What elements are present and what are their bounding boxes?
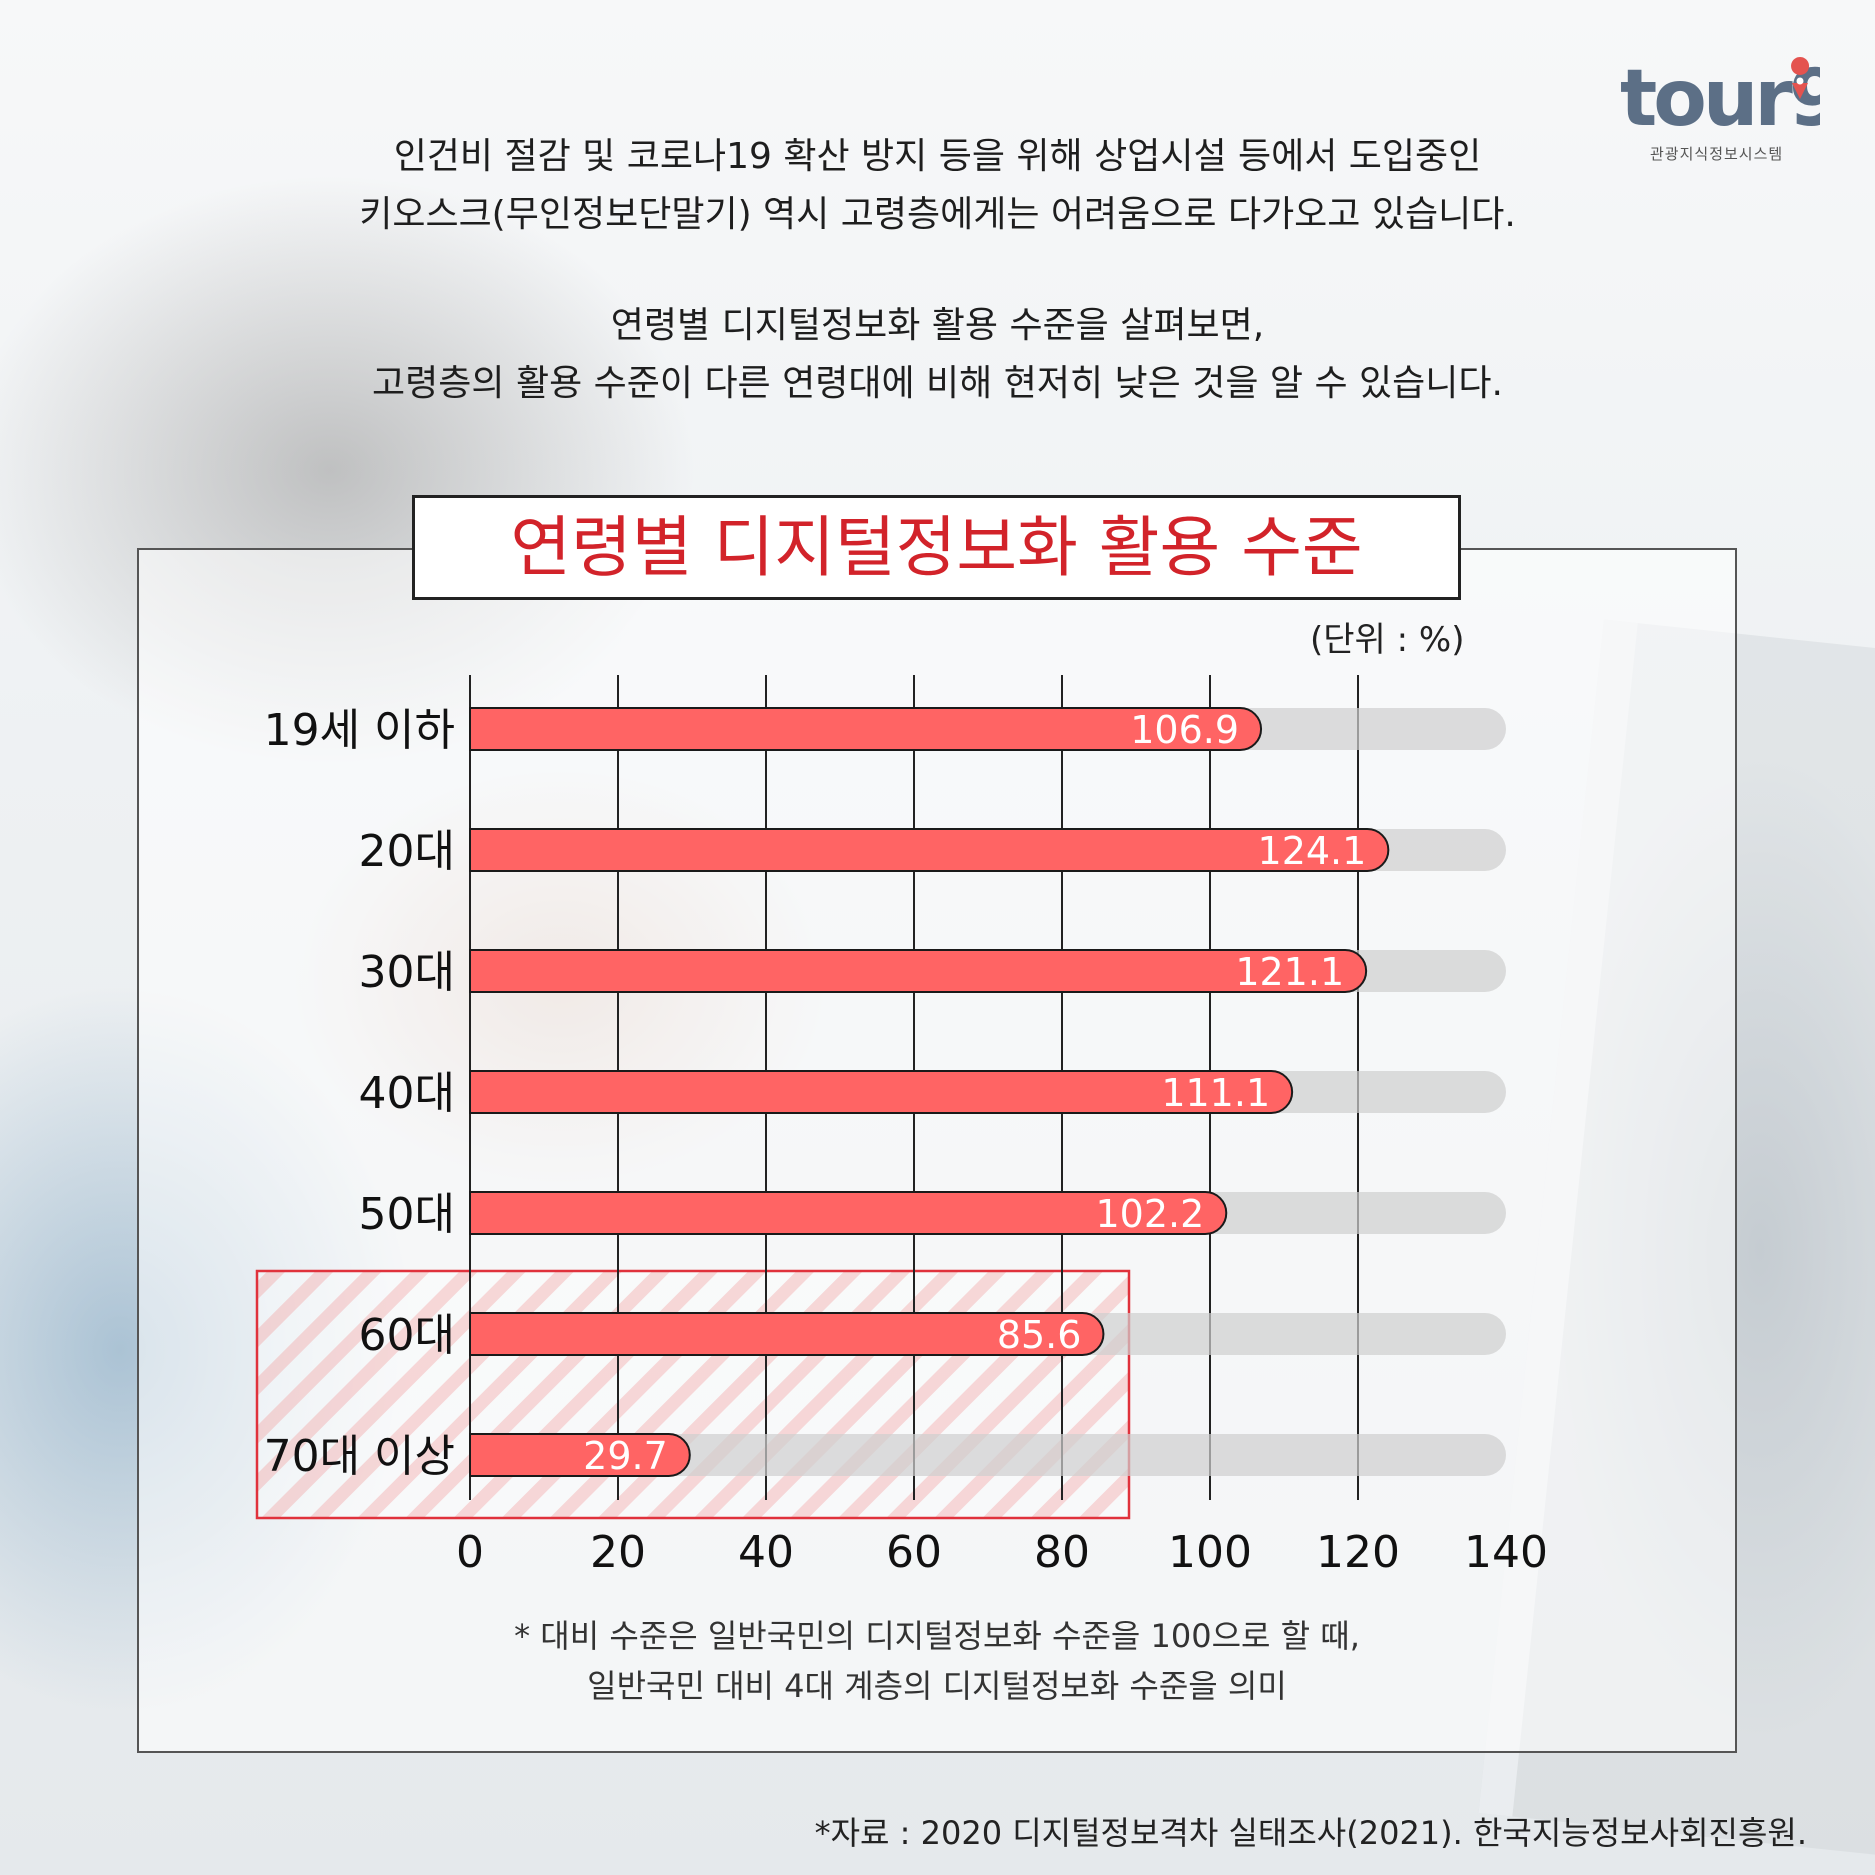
- x-tick-label: 20: [590, 1527, 646, 1578]
- category-label: 70대 이상: [264, 1431, 455, 1482]
- intro-paragraph-1: 인건비 절감 및 코로나19 확산 방지 등을 위해 상업시설 등에서 도입중인…: [180, 128, 1695, 243]
- logo-text: tour9: [1620, 55, 1820, 144]
- logo-subtitle: 관광지식정보시스템: [1650, 145, 1784, 163]
- chart-footnote: * 대비 수준은 일반국민의 디지털정보화 수준을 100으로 할 때, 일반국…: [137, 1612, 1737, 1711]
- intro-line: 인건비 절감 및 코로나19 확산 방지 등을 위해 상업시설 등에서 도입중인: [393, 136, 1482, 177]
- tour9-logo: tour9: [1620, 55, 1820, 144]
- category-label: 19세 이하: [264, 705, 455, 756]
- intro-line: 고령층의 활용 수준이 다른 연령대에 비해 현저히 낮은 것을 알 수 있습니…: [372, 362, 1503, 404]
- bar-track: [470, 1434, 1506, 1476]
- note-line: 일반국민 대비 4대 계층의 디지털정보화 수준을 의미: [587, 1666, 1287, 1705]
- bar-value-label: 124.1: [1258, 829, 1367, 873]
- chart-title: 연령별 디지털정보화 활용 수준: [412, 495, 1461, 600]
- x-tick-label: 60: [886, 1527, 942, 1578]
- unit-label: (단위 : %): [1310, 620, 1465, 660]
- bar: [469, 1433, 691, 1477]
- x-tick-label: 80: [1034, 1527, 1090, 1578]
- bar: [469, 1070, 1294, 1114]
- bar: [469, 949, 1368, 993]
- bar-value-label: 106.9: [1130, 708, 1239, 752]
- bar-value-label: 121.1: [1235, 950, 1344, 994]
- category-label: 20대: [359, 826, 455, 877]
- bar: [469, 828, 1390, 872]
- x-tick-label: 0: [456, 1527, 484, 1578]
- intro-line: 연령별 디지털정보화 활용 수준을 살펴보면,: [610, 305, 1265, 346]
- location-pin-icon: [1791, 57, 1810, 75]
- category-label: 60대: [359, 1310, 455, 1361]
- x-tick-label: 40: [738, 1527, 794, 1578]
- bar-value-label: 29.7: [583, 1434, 668, 1478]
- x-tick-label: 140: [1464, 1527, 1548, 1578]
- intro-line: 키오스크(무인정보단말기) 역시 고령층에게는 어려움으로 다가오고 있습니다.: [359, 193, 1516, 235]
- note-line: * 대비 수준은 일반국민의 디지털정보화 수준을 100으로 할 때,: [514, 1617, 1360, 1655]
- bar-value-label: 111.1: [1161, 1071, 1270, 1115]
- x-tick-label: 100: [1168, 1527, 1252, 1578]
- bar-value-label: 85.6: [997, 1313, 1082, 1357]
- category-label: 30대: [359, 947, 455, 998]
- bar: [469, 1191, 1228, 1235]
- x-tick-label: 120: [1316, 1527, 1400, 1578]
- data-source: *자료 : 2020 디지털정보격차 실태조사(2021). 한국지능정보사회진…: [814, 1814, 1807, 1852]
- category-label: 40대: [359, 1068, 455, 1119]
- bar: [469, 1312, 1105, 1356]
- intro-paragraph-2: 연령별 디지털정보화 활용 수준을 살펴보면, 고령층의 활용 수준이 다른 연…: [180, 297, 1695, 412]
- bar-value-label: 102.2: [1095, 1192, 1204, 1236]
- bar: [469, 707, 1263, 751]
- category-label: 50대: [359, 1189, 455, 1240]
